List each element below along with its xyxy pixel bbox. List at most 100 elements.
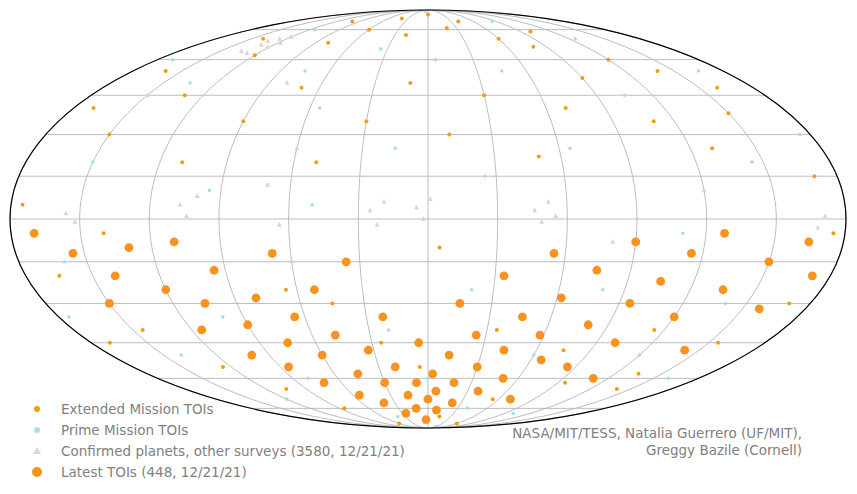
point <box>638 353 642 357</box>
point <box>63 260 67 264</box>
point <box>573 37 577 41</box>
point <box>434 58 438 62</box>
point <box>318 351 327 360</box>
point <box>787 301 791 305</box>
point <box>755 304 764 313</box>
point <box>606 58 610 62</box>
point <box>183 93 187 97</box>
point <box>531 45 535 49</box>
point <box>500 271 509 280</box>
point <box>831 231 835 235</box>
point <box>350 19 354 23</box>
point <box>284 288 288 292</box>
point <box>342 257 351 266</box>
point <box>364 119 368 123</box>
point <box>808 271 817 280</box>
parallel <box>19 176 837 177</box>
point <box>656 69 660 73</box>
point <box>342 406 346 410</box>
point <box>195 193 200 198</box>
point <box>180 160 184 164</box>
parallel <box>46 134 811 135</box>
point <box>511 412 515 416</box>
point <box>125 243 134 252</box>
chart: Extended Mission TOIsPrime Mission TOIsC… <box>0 0 857 494</box>
point <box>379 341 383 345</box>
point <box>472 331 481 340</box>
point <box>290 312 299 321</box>
point <box>716 341 720 345</box>
point <box>726 111 730 115</box>
series <box>21 13 836 426</box>
point <box>500 346 509 355</box>
point <box>455 299 464 308</box>
point <box>265 182 270 187</box>
point <box>382 199 387 204</box>
point <box>553 213 558 218</box>
point <box>580 76 584 80</box>
point <box>67 315 71 319</box>
point <box>495 328 499 332</box>
credit: NASA/MIT/TESS, Natalia Guerrero (UF/MIT)… <box>512 425 802 441</box>
point <box>400 16 404 20</box>
point <box>111 271 120 280</box>
point <box>445 351 454 360</box>
point <box>265 38 270 43</box>
point <box>421 216 426 221</box>
point <box>539 219 544 224</box>
point <box>422 415 431 424</box>
point <box>285 80 290 85</box>
point <box>563 381 567 385</box>
point <box>482 93 486 97</box>
point <box>245 50 250 55</box>
point <box>652 328 656 332</box>
point <box>188 81 192 85</box>
point <box>720 229 729 238</box>
point <box>615 387 619 391</box>
point <box>379 399 388 408</box>
point <box>318 106 322 110</box>
point <box>445 26 449 30</box>
point <box>702 188 707 193</box>
point <box>278 40 283 45</box>
point <box>537 155 541 159</box>
point <box>310 285 319 294</box>
point <box>448 399 457 408</box>
point <box>506 395 515 404</box>
point <box>456 19 460 23</box>
point <box>455 421 459 425</box>
point <box>375 222 380 227</box>
point <box>491 20 495 24</box>
point <box>724 302 728 306</box>
point <box>532 208 537 213</box>
point <box>563 363 572 372</box>
point <box>401 409 410 418</box>
point <box>387 328 391 332</box>
legend-marker <box>34 406 40 412</box>
point <box>330 301 334 305</box>
point <box>164 69 168 73</box>
point <box>221 365 225 369</box>
point <box>391 363 400 372</box>
point <box>437 415 441 419</box>
point <box>178 202 183 207</box>
point <box>428 196 433 201</box>
point <box>299 86 303 90</box>
point <box>637 372 641 376</box>
point <box>314 160 318 164</box>
parallel <box>91 342 765 343</box>
point <box>21 203 25 207</box>
point <box>170 237 179 246</box>
point <box>261 37 265 41</box>
point <box>197 326 206 335</box>
point <box>283 338 292 347</box>
point <box>105 299 114 308</box>
point <box>253 53 257 57</box>
point <box>557 294 566 303</box>
grid <box>10 10 846 428</box>
point <box>537 356 546 365</box>
point <box>438 246 442 250</box>
point <box>450 378 459 387</box>
legend-marker <box>33 447 41 454</box>
point <box>294 145 299 150</box>
